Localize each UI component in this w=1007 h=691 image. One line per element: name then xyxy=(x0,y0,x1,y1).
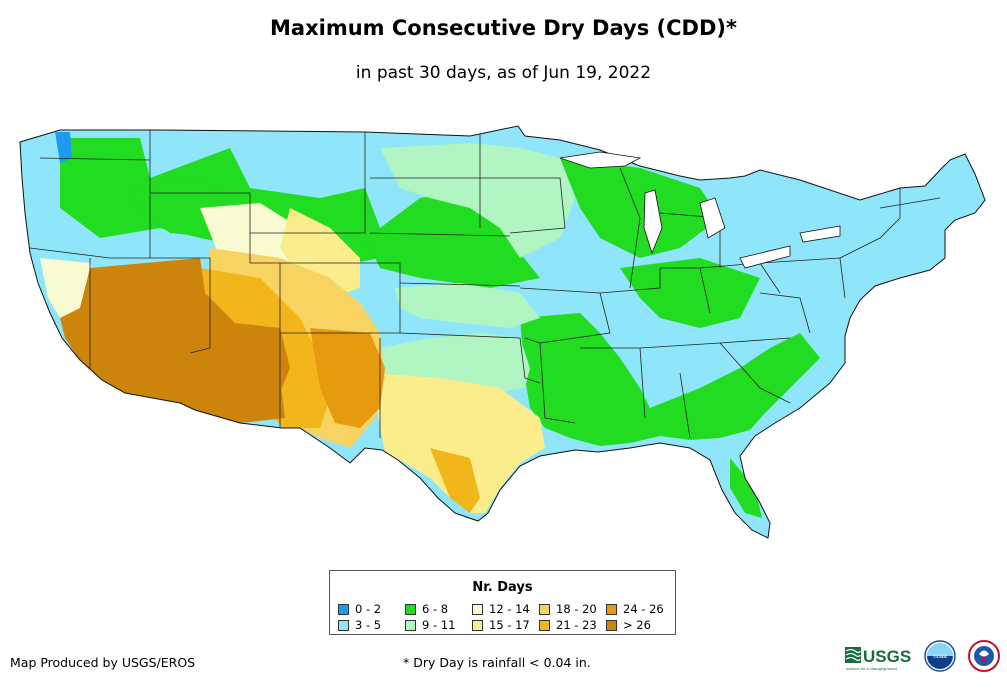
legend-label: 3 - 5 xyxy=(355,618,382,632)
legend-item: > 26 xyxy=(606,618,651,632)
map-title: Maximum Consecutive Dry Days (CDD)* xyxy=(270,16,737,40)
legend-item: 15 - 17 xyxy=(472,618,530,632)
legend-item: 12 - 14 xyxy=(472,602,530,616)
legend-item: 21 - 23 xyxy=(539,618,597,632)
legend-swatch xyxy=(606,603,617,615)
legend-label: > 26 xyxy=(623,618,651,632)
legend-swatch xyxy=(539,619,550,631)
usgs-logo: USGS science for a changing world xyxy=(845,647,911,671)
legend-label: 6 - 8 xyxy=(422,602,449,616)
legend-label: 24 - 26 xyxy=(623,602,664,616)
legend-title: Nr. Days xyxy=(472,580,533,595)
noaa-logo: noaa xyxy=(924,640,956,672)
legend-swatch xyxy=(472,603,483,615)
legend-label: 15 - 17 xyxy=(489,618,530,632)
legend-item: 6 - 8 xyxy=(405,602,448,616)
legend-swatch xyxy=(338,603,349,615)
legend-swatch xyxy=(472,619,483,631)
legend-item: 18 - 20 xyxy=(539,602,597,616)
legend-swatch xyxy=(405,603,416,615)
legend-swatch xyxy=(338,619,349,631)
legend-item: 0 - 2 xyxy=(338,602,381,616)
legend-box: Nr. Days 0 - 2 3 - 5 6 - 8 9 - 11 12 - 1… xyxy=(329,570,676,635)
legend-item: 3 - 5 xyxy=(338,618,381,632)
dry-day-footnote: * Dry Day is rainfall < 0.04 in. xyxy=(403,655,591,670)
legend-label: 21 - 23 xyxy=(556,618,597,632)
legend-label: 12 - 14 xyxy=(489,602,530,616)
usgs-tagline: science for a changing world xyxy=(846,666,897,671)
us-cdd-map xyxy=(19,125,986,539)
nws-logo xyxy=(968,640,1000,672)
map-credit: Map Produced by USGS/EROS xyxy=(10,655,196,670)
legend-label: 0 - 2 xyxy=(355,602,382,616)
legend-label: 18 - 20 xyxy=(556,602,597,616)
map-subtitle: in past 30 days, as of Jun 19, 2022 xyxy=(355,63,652,83)
legend-swatch xyxy=(606,619,617,631)
legend-swatch xyxy=(405,619,416,631)
usgs-wordmark: USGS xyxy=(863,647,911,666)
legend-swatch xyxy=(539,603,550,615)
legend-label: 9 - 11 xyxy=(422,618,456,632)
agency-logos: USGS science for a changing world noaa xyxy=(845,640,1000,672)
legend-item: 24 - 26 xyxy=(606,602,664,616)
legend-item: 9 - 11 xyxy=(405,618,455,632)
noaa-wordmark: noaa xyxy=(933,654,947,660)
